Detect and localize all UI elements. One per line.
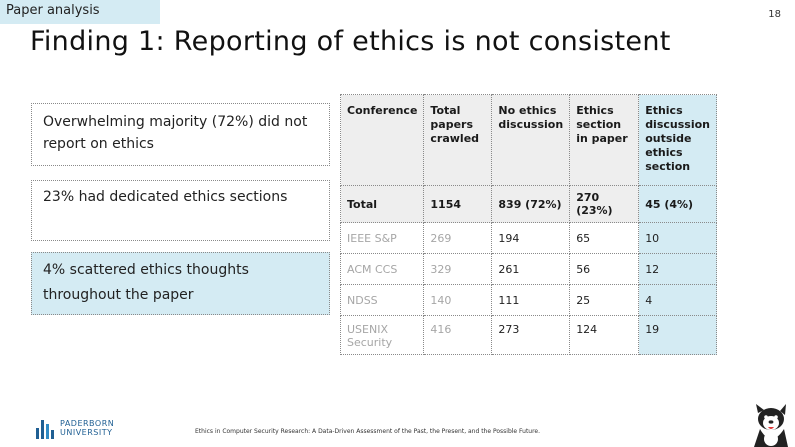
table-cell: 111 bbox=[491, 284, 571, 316]
dog-mascot-icon bbox=[754, 404, 788, 447]
table-row: ACM CCS 329 261 56 12 bbox=[339, 253, 717, 285]
column-header: Ethics discussion outside ethics section bbox=[638, 94, 717, 186]
page-number: 18 bbox=[768, 9, 781, 20]
table-row: USENIX Security 416 273 124 19 bbox=[339, 315, 717, 355]
table-total-row: Total 1154 839 (72%) 270 (23%) 45 (4%) bbox=[339, 185, 717, 223]
university-name-line: PADERBORN bbox=[60, 419, 115, 428]
university-name: PADERBORN UNIVERSITY bbox=[60, 419, 114, 437]
column-header: No ethics discussion bbox=[491, 94, 571, 186]
finding-box-ethics-sections: 23% had dedicated ethics sections bbox=[31, 180, 330, 241]
table-cell: 65 bbox=[569, 222, 640, 254]
table-cell: IEEE S&P bbox=[339, 222, 425, 254]
finding-box-scattered-ethics: 4% scattered ethics thoughts throughout … bbox=[31, 252, 330, 315]
university-logo-icon bbox=[36, 420, 54, 439]
table-cell: 270 (23%) bbox=[569, 185, 640, 223]
table-header-row: Conference Total papers crawled No ethic… bbox=[339, 94, 717, 186]
column-header: Total papers crawled bbox=[423, 94, 493, 186]
table-cell: 261 bbox=[491, 253, 571, 285]
column-header: Conference bbox=[339, 94, 425, 186]
table-cell: NDSS bbox=[339, 284, 425, 316]
table-cell: 194 bbox=[491, 222, 571, 254]
table-cell: 45 (4%) bbox=[638, 185, 717, 223]
table-cell: 4 bbox=[638, 284, 717, 316]
column-header: Ethics section in paper bbox=[569, 94, 640, 186]
table-row: NDSS 140 111 25 4 bbox=[339, 284, 717, 316]
footer-citation: Ethics in Computer Security Research: A … bbox=[195, 428, 541, 435]
table-cell: 124 bbox=[569, 315, 640, 355]
slide-title: Finding 1: Reporting of ethics is not co… bbox=[30, 26, 671, 57]
table-cell: 10 bbox=[638, 222, 717, 254]
table-row: IEEE S&P 269 194 65 10 bbox=[339, 222, 717, 254]
table-cell: 56 bbox=[569, 253, 640, 285]
section-tag: Paper analysis bbox=[0, 0, 160, 24]
table-cell: 1154 bbox=[423, 185, 493, 223]
conference-ethics-table: Conference Total papers crawled No ethic… bbox=[339, 94, 717, 355]
table-cell: USENIX Security bbox=[339, 315, 425, 355]
table-cell: 19 bbox=[638, 315, 717, 355]
table-cell: 12 bbox=[638, 253, 717, 285]
table-cell: 416 bbox=[423, 315, 493, 355]
table-cell: 839 (72%) bbox=[491, 185, 571, 223]
table-cell: 140 bbox=[423, 284, 493, 316]
table-cell: 329 bbox=[423, 253, 493, 285]
finding-box-no-ethics: Overwhelming majority (72%) did not repo… bbox=[31, 103, 330, 166]
paderborn-university-logo: PADERBORN UNIVERSITY bbox=[35, 415, 114, 441]
university-name-line: UNIVERSITY bbox=[60, 428, 113, 437]
table-cell: Total bbox=[339, 185, 425, 223]
table-cell: 25 bbox=[569, 284, 640, 316]
table-cell: 269 bbox=[423, 222, 493, 254]
table-cell: ACM CCS bbox=[339, 253, 425, 285]
table-cell: 273 bbox=[491, 315, 571, 355]
